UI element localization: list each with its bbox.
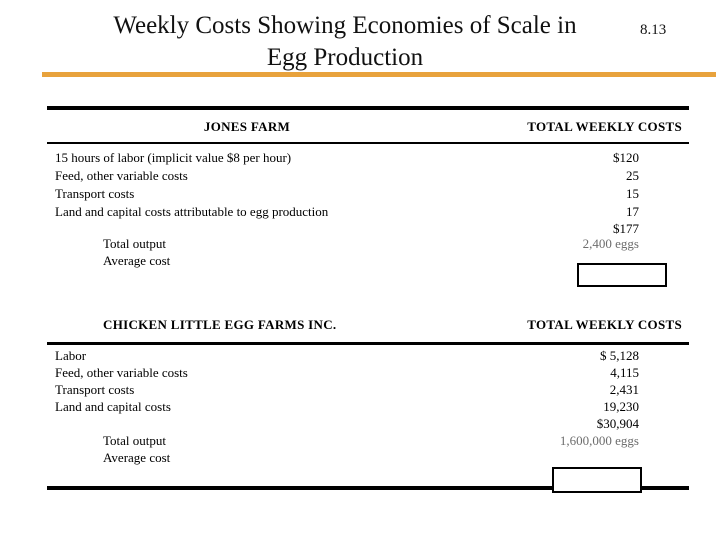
jones-header-rule: [47, 142, 689, 144]
row-label: Land and capital costs: [55, 399, 171, 414]
row-value-output: 2,400 eggs: [582, 236, 639, 251]
table-row: Average cost: [55, 253, 639, 269]
row-value-subtotal: $30,904: [596, 416, 639, 431]
table-top-rule: [47, 106, 689, 110]
table-row: Average cost: [55, 450, 639, 466]
table-row: 15 hours of labor (implicit value $8 per…: [55, 150, 639, 166]
chicken-costs-header: TOTAL WEEKLY COSTS: [527, 317, 682, 332]
table-row: Feed, other variable costs 4,115: [55, 365, 639, 381]
slide-title-line1: Weekly Costs Showing Economies of Scale …: [113, 12, 577, 39]
row-value: 25: [626, 168, 639, 183]
row-value: 19,230: [603, 399, 639, 414]
table-bottom-rule: [47, 486, 689, 490]
row-label: Transport costs: [55, 186, 135, 201]
row-label: Transport costs: [55, 382, 135, 397]
row-label: Feed, other variable costs: [55, 168, 188, 183]
chicken-little-header: CHICKEN LITTLE EGG FARMS INC.: [103, 317, 337, 332]
row-value-output: 1,600,000 eggs: [559, 433, 639, 448]
row-label: Average cost: [103, 450, 171, 465]
jones-costs-header: TOTAL WEEKLY COSTS: [527, 119, 682, 134]
jones-farm-header: JONES FARM: [203, 119, 291, 134]
slide-title-line2: Egg Production: [266, 44, 424, 71]
row-value: 4,115: [610, 365, 639, 380]
table-row: Land and capital costs attributable to e…: [55, 204, 639, 220]
row-label: 15 hours of labor (implicit value $8 per…: [55, 150, 292, 165]
row-value: 2,431: [609, 382, 639, 397]
row-label: Total output: [103, 236, 167, 251]
answer-box-jones-average-cost: [577, 263, 667, 287]
row-value: $120: [613, 150, 639, 165]
row-label: Labor: [55, 348, 87, 363]
row-value: 17: [626, 204, 639, 219]
table-row: Land and capital costs 19,230: [55, 399, 639, 415]
slide-title: Weekly Costs Showing Economies of Scale …: [45, 10, 645, 74]
table-row: $177: [55, 221, 639, 237]
chicken-header-rule: [47, 342, 689, 345]
table-row: Total output 2,400 eggs: [55, 236, 639, 252]
row-label: Feed, other variable costs: [55, 365, 188, 380]
row-value-subtotal: $177: [613, 221, 639, 236]
row-label: Total output: [103, 433, 167, 448]
row-value: 15: [626, 186, 639, 201]
table-row: $30,904: [55, 416, 639, 432]
row-value: $ 5,128: [600, 348, 639, 363]
table-row: Labor $ 5,128: [55, 348, 639, 364]
slide-number: 8.13: [640, 22, 667, 38]
table-row: Transport costs 15: [55, 186, 639, 202]
answer-box-chicken-average-cost: [552, 467, 642, 493]
table-row: Total output 1,600,000 eggs: [55, 433, 639, 449]
table-row: Transport costs 2,431: [55, 382, 639, 398]
row-label: Land and capital costs attributable to e…: [55, 204, 329, 219]
row-label: Average cost: [103, 253, 171, 268]
table-row: Feed, other variable costs 25: [55, 168, 639, 184]
title-accent-rule: [42, 72, 716, 77]
